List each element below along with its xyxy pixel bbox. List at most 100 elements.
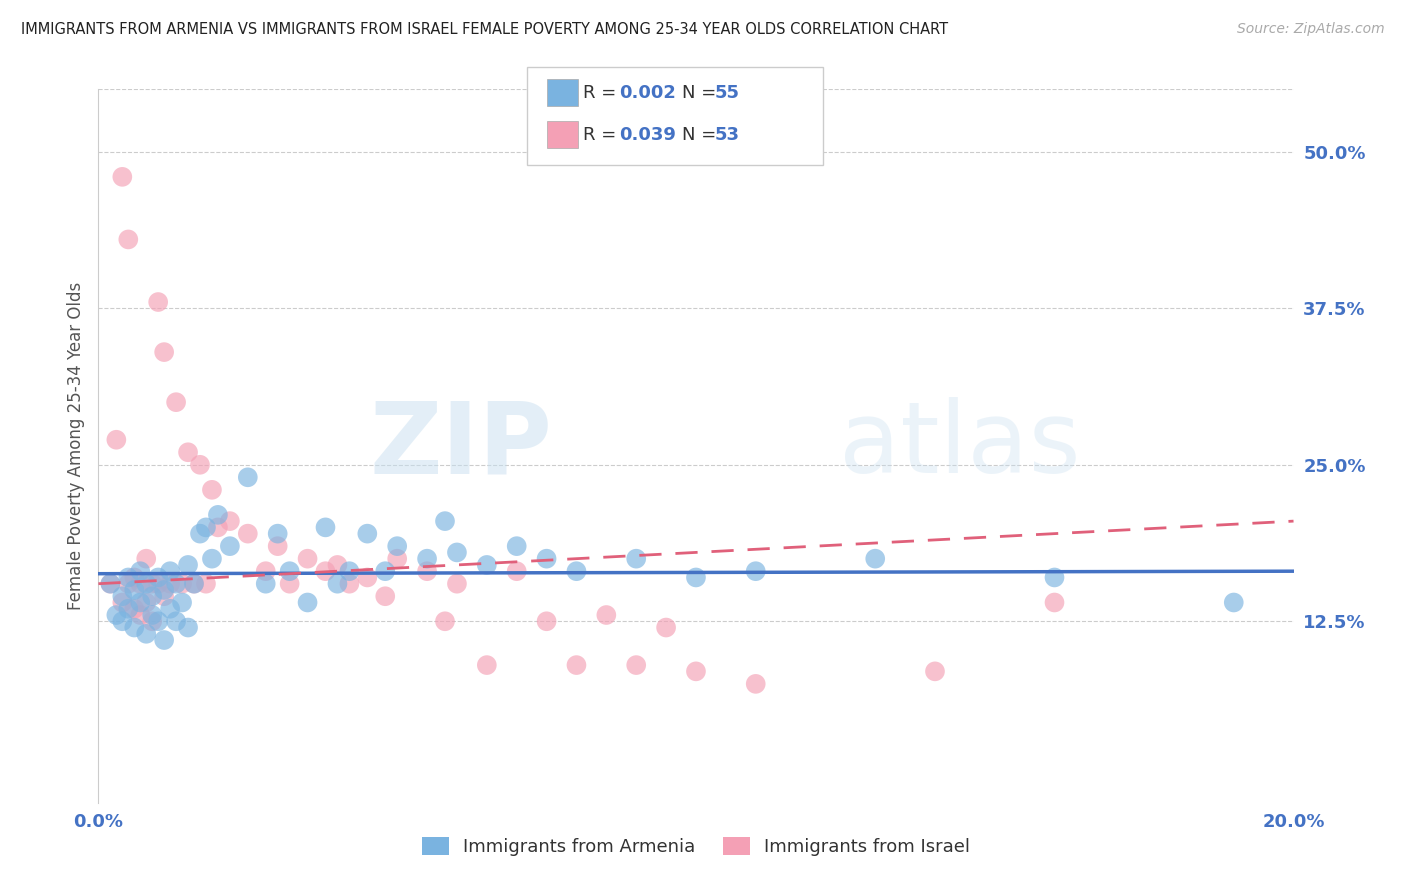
- Point: [153, 582, 176, 597]
- Point: [172, 595, 194, 609]
- Point: [356, 570, 378, 584]
- Point: [141, 576, 163, 591]
- Text: 55: 55: [714, 84, 740, 102]
- Point: [117, 570, 139, 584]
- Point: [865, 551, 887, 566]
- Point: [356, 526, 378, 541]
- Point: [254, 576, 277, 591]
- Point: [434, 514, 457, 528]
- Point: [201, 483, 224, 497]
- Point: [267, 539, 290, 553]
- Point: [129, 595, 152, 609]
- Point: [278, 576, 301, 591]
- Point: [159, 564, 181, 578]
- Point: [111, 589, 134, 603]
- Point: [626, 658, 648, 673]
- Text: N =: N =: [682, 126, 721, 144]
- Point: [124, 601, 146, 615]
- Point: [1043, 595, 1066, 609]
- Point: [315, 520, 337, 534]
- Point: [297, 595, 319, 609]
- Text: Source: ZipAtlas.com: Source: ZipAtlas.com: [1237, 22, 1385, 37]
- Point: [141, 614, 163, 628]
- Point: [315, 564, 337, 578]
- Legend: Immigrants from Armenia, Immigrants from Israel: Immigrants from Armenia, Immigrants from…: [413, 828, 979, 865]
- Point: [129, 607, 152, 622]
- Text: 0.039: 0.039: [619, 126, 675, 144]
- Point: [416, 551, 439, 566]
- Point: [595, 607, 617, 622]
- Point: [536, 551, 558, 566]
- Text: ZIP: ZIP: [370, 398, 553, 494]
- Point: [124, 570, 146, 584]
- Point: [236, 470, 259, 484]
- Point: [135, 595, 157, 609]
- Text: R =: R =: [583, 126, 623, 144]
- Point: [159, 576, 181, 591]
- Point: [565, 658, 588, 673]
- Point: [385, 551, 409, 566]
- Point: [124, 621, 146, 635]
- Point: [924, 665, 946, 679]
- Point: [188, 526, 211, 541]
- Point: [254, 564, 277, 578]
- Point: [148, 570, 170, 584]
- Point: [111, 595, 134, 609]
- Point: [111, 614, 134, 628]
- Point: [105, 433, 128, 447]
- Point: [153, 345, 176, 359]
- Point: [135, 576, 157, 591]
- Point: [195, 576, 218, 591]
- Point: [219, 539, 242, 553]
- Text: IMMIGRANTS FROM ARMENIA VS IMMIGRANTS FROM ISRAEL FEMALE POVERTY AMONG 25-34 YEA: IMMIGRANTS FROM ARMENIA VS IMMIGRANTS FR…: [21, 22, 948, 37]
- Point: [339, 576, 361, 591]
- Point: [385, 539, 409, 553]
- Point: [195, 520, 218, 534]
- Point: [183, 576, 205, 591]
- Point: [135, 627, 157, 641]
- Point: [141, 607, 163, 622]
- Point: [117, 601, 139, 615]
- Point: [177, 558, 200, 572]
- Point: [135, 551, 157, 566]
- Point: [153, 633, 176, 648]
- Point: [165, 576, 187, 591]
- Text: 53: 53: [714, 126, 740, 144]
- Point: [188, 458, 211, 472]
- Point: [278, 564, 301, 578]
- Point: [267, 526, 290, 541]
- Point: [626, 551, 648, 566]
- Point: [446, 545, 468, 559]
- Point: [98, 576, 122, 591]
- Point: [434, 614, 457, 628]
- Point: [1223, 595, 1246, 609]
- Text: N =: N =: [682, 84, 721, 102]
- Point: [117, 232, 139, 246]
- Point: [177, 621, 200, 635]
- Point: [565, 564, 588, 578]
- Point: [219, 514, 242, 528]
- Point: [475, 558, 498, 572]
- Point: [236, 526, 259, 541]
- Point: [475, 658, 498, 673]
- Point: [148, 614, 170, 628]
- Y-axis label: Female Poverty Among 25-34 Year Olds: Female Poverty Among 25-34 Year Olds: [66, 282, 84, 610]
- Point: [506, 539, 529, 553]
- Point: [148, 295, 170, 310]
- Point: [745, 564, 768, 578]
- Point: [124, 582, 146, 597]
- Point: [141, 589, 163, 603]
- Point: [165, 395, 187, 409]
- Point: [446, 576, 468, 591]
- Text: 0.002: 0.002: [619, 84, 675, 102]
- Point: [745, 677, 768, 691]
- Point: [326, 558, 349, 572]
- Point: [506, 564, 529, 578]
- Point: [297, 551, 319, 566]
- Point: [172, 576, 194, 591]
- Point: [129, 564, 152, 578]
- Point: [374, 564, 396, 578]
- Point: [148, 576, 170, 591]
- Point: [207, 508, 229, 522]
- Point: [165, 614, 187, 628]
